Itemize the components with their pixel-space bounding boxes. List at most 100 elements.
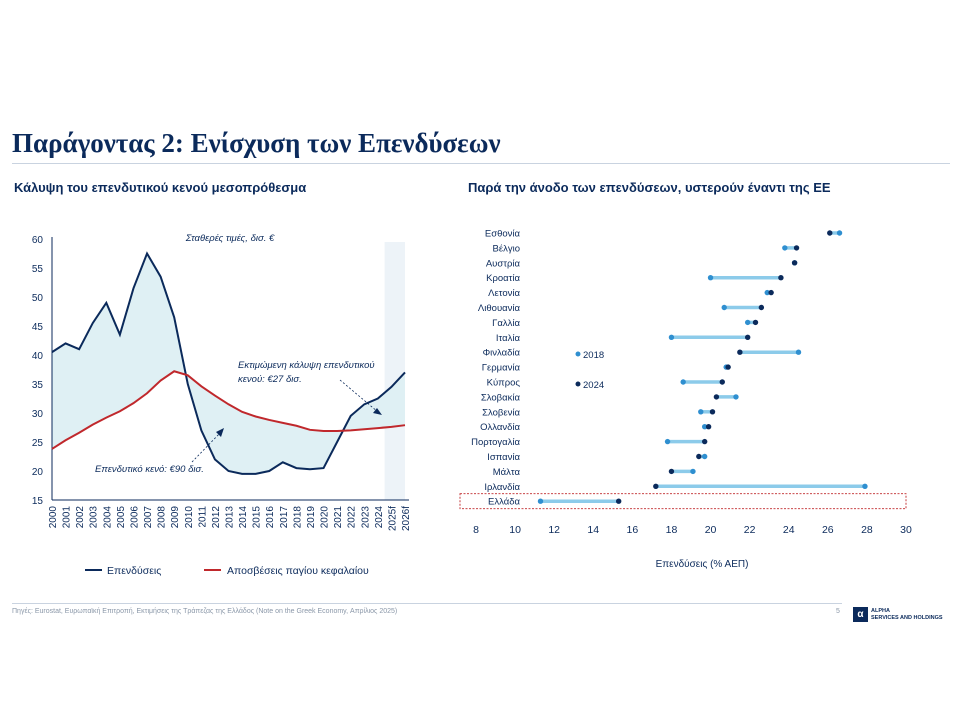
y-tick-label: 25	[32, 438, 44, 449]
left-chart-title: Κάλυψη του επενδυτικού κενού μεσοπρόθεσμ…	[14, 180, 307, 195]
x-tick-label: 2019	[306, 506, 317, 529]
dot-2024	[793, 245, 800, 251]
dot-2018	[664, 438, 671, 445]
country-label: Μάλτα	[493, 467, 521, 478]
x-tick-label: 16	[627, 524, 639, 536]
x-tick-label: 2009	[170, 506, 181, 529]
dot-2024	[719, 379, 725, 385]
country-label: Σλοβακία	[481, 392, 521, 403]
x-tick-label: 20	[705, 524, 717, 536]
dot-2018	[537, 498, 544, 504]
investment-gap-line-chart: 15 20 25 30 35 40 45 50 55 60 2000 2001 2002 2003 2004…	[32, 233, 412, 577]
legend-label: Επενδύσεις	[107, 565, 161, 577]
investment-line	[51, 251, 406, 475]
investment-share-dot-plot: Εσθονία Βέλγιο Αυστρία Κροατία Λετονία Λιθουα…	[459, 229, 912, 570]
x-tick-label: 18	[666, 524, 678, 536]
dot-2018	[698, 409, 704, 415]
y-tick-label: 45	[32, 322, 44, 333]
y-tick-label: 20	[32, 467, 44, 478]
title-divider	[12, 163, 950, 164]
y-tick-label: 50	[32, 293, 44, 304]
depreciation-line	[51, 370, 406, 450]
country-label: Λετονία	[488, 288, 520, 299]
x-tick-label: 30	[900, 524, 912, 536]
dot-2018	[701, 453, 708, 460]
logo-icon: α	[853, 607, 868, 622]
y-tick-label: 40	[32, 351, 44, 362]
country-label: Ιρλανδία	[484, 482, 520, 493]
legend-label: 2024	[583, 380, 604, 391]
gap-estimate-arrowhead	[373, 408, 382, 415]
dot-2024	[705, 424, 712, 430]
gap-estimate-arrow	[339, 379, 379, 413]
x-tick-label: 2013	[225, 506, 236, 529]
x-tick-label: 2005	[116, 506, 127, 529]
source-note: Πηγές: Eurostat, Ευρωπαϊκή Επιτροπή, Εκτ…	[12, 608, 398, 615]
dot-2018	[707, 275, 714, 281]
x-tick-label: 2017	[279, 506, 290, 529]
country-label: Φινλαδία	[483, 348, 521, 359]
dot-2018	[701, 424, 708, 430]
dot-2024	[791, 260, 798, 266]
x-tick-label: 2020	[320, 506, 331, 529]
legend-label: Αποσβέσεις παγίου κεφαλαίου	[227, 565, 369, 577]
dot-2018	[795, 349, 802, 355]
y-tick-label: 55	[32, 264, 44, 275]
dot-2018	[680, 379, 686, 385]
dot-2024	[701, 438, 708, 445]
dot-2024	[752, 319, 759, 326]
dot-2024	[758, 304, 765, 311]
y-tick-label: 35	[32, 380, 44, 391]
x-axis-title: Επενδύσεις (% ΑΕΠ)	[656, 558, 749, 570]
dot-2018	[782, 245, 788, 251]
unit-note: Σταθερές τιμές, δισ. €	[185, 233, 275, 244]
country-label: Κροατία	[486, 273, 520, 284]
y-tick-label: 15	[32, 496, 44, 507]
x-tick-label: 10	[509, 524, 521, 536]
x-tick-label: 8	[473, 524, 479, 536]
country-label: Ιταλία	[496, 333, 521, 344]
dot-2024	[778, 275, 784, 281]
investment-gap-arrowhead	[216, 428, 224, 437]
country-label: Ολλανδία	[480, 422, 520, 433]
x-tick-label: 2004	[102, 506, 113, 529]
dot-2018	[836, 230, 843, 236]
x-tick-label: 2000	[48, 506, 59, 529]
investment-gap-arrow	[191, 431, 222, 463]
logo-text: ALPHA SERVICES AND HOLDINGS	[871, 608, 943, 621]
x-tick-label: 2021	[333, 506, 344, 529]
dot-2024	[768, 289, 774, 296]
x-tick-label: 2026f	[401, 506, 412, 531]
footer-divider	[12, 603, 842, 604]
y-tick-label: 30	[32, 409, 44, 420]
greece-highlight-box	[459, 493, 907, 510]
country-label: Εσθονία	[485, 229, 521, 240]
gap-estimate-label: κενού: €27 δισ.	[238, 374, 302, 385]
x-tick-label: 2008	[157, 506, 168, 529]
x-tick-label: 12	[548, 524, 560, 536]
x-tick-label: 28	[861, 524, 873, 536]
dot-2018	[733, 394, 739, 400]
x-tick-label: 2002	[75, 506, 86, 529]
dot-2024	[737, 349, 743, 355]
dot-2018	[668, 334, 675, 340]
dot-2024	[744, 334, 751, 340]
dot-2024	[709, 409, 716, 415]
y-tick-label: 60	[32, 235, 44, 246]
legend-dot-2018	[575, 351, 581, 357]
country-label: Γαλλία	[492, 318, 520, 329]
dot-2024	[827, 230, 833, 236]
dot-2024	[725, 364, 731, 370]
x-tick-label: 2025f	[387, 506, 398, 531]
x-tick-label: 14	[587, 524, 599, 536]
x-tick-label: 26	[822, 524, 834, 536]
country-label: Βέλγιο	[493, 243, 520, 254]
investment-gap-area	[52, 253, 405, 474]
dot-2018	[721, 304, 727, 311]
x-tick-label: 2018	[292, 506, 303, 529]
country-label: Λιθουανία	[478, 303, 521, 314]
gap-estimate-label: Εκτιμώμενη κάλυψη επενδυτικού	[238, 360, 375, 371]
dot-2024	[615, 498, 622, 504]
dot-2024	[696, 453, 702, 460]
x-tick-label: 22	[744, 524, 756, 536]
